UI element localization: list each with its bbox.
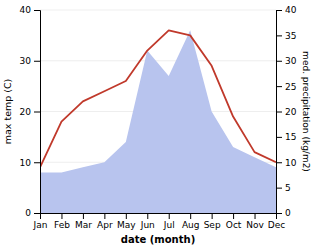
tick-label: 15 <box>285 132 296 142</box>
tick-label: Jul <box>163 220 175 230</box>
tick: 20 <box>276 107 297 117</box>
tick: 35 <box>276 31 296 41</box>
tick-mark <box>83 213 84 219</box>
tick-mark <box>34 10 40 11</box>
axis-line <box>34 11 41 214</box>
tick-label: 25 <box>285 82 296 92</box>
tick: 40 <box>20 5 40 15</box>
tick-mark <box>276 61 282 62</box>
y-axis-title: max temp (C) <box>2 79 13 145</box>
tick-label: 0 <box>285 208 291 218</box>
tick-mark <box>34 213 40 214</box>
tick-label: 35 <box>285 31 296 41</box>
tick: 40 <box>276 5 297 15</box>
tick-mark <box>34 162 40 163</box>
tick-mark <box>255 213 256 219</box>
tick-mark <box>276 137 282 138</box>
tick-mark <box>61 213 62 219</box>
grid-line <box>40 60 276 61</box>
tick: Feb <box>54 213 70 230</box>
tick: Dec <box>268 213 285 230</box>
tick-mark <box>126 213 127 219</box>
tick: Aug <box>182 213 200 230</box>
tick-mark <box>276 35 282 36</box>
y-axis: 0 10 20 30 40 <box>20 5 41 218</box>
tick-mark <box>169 213 170 219</box>
tick-mark <box>233 213 234 219</box>
tick-mark <box>276 112 282 113</box>
tick-label: Aug <box>182 220 200 230</box>
tick: 0 <box>25 208 40 218</box>
tick: Mar <box>75 213 92 230</box>
tick-label: Nov <box>246 220 264 230</box>
tick-label: 10 <box>285 158 297 168</box>
tick: 15 <box>276 132 296 142</box>
tick: Nov <box>246 213 264 230</box>
tick-label: Jan <box>33 220 48 230</box>
tick-mark <box>276 188 282 189</box>
tick-label: Dec <box>268 220 285 230</box>
axis-line <box>41 214 277 220</box>
axis-line <box>277 11 283 214</box>
tick-label: Mar <box>75 220 92 230</box>
tick-label: May <box>117 220 136 230</box>
plot: JanFebMarAprMayJunJulAugSepOctNovDec0102… <box>2 5 311 245</box>
grid-line <box>40 10 276 11</box>
tick-label: 40 <box>285 5 297 15</box>
grid <box>40 10 276 213</box>
tick-label: 20 <box>20 107 32 117</box>
tick: 30 <box>276 56 297 66</box>
tick: 5 <box>276 183 291 193</box>
tick: 20 <box>20 107 40 117</box>
tick-label: Jun <box>140 220 155 230</box>
tick: Jul <box>163 213 175 230</box>
area <box>40 30 276 213</box>
tick: Sep <box>204 213 221 230</box>
tick: 10 <box>276 158 297 168</box>
tick-mark <box>34 61 40 62</box>
tick: Jan <box>33 213 48 230</box>
tick-label: 0 <box>25 208 31 218</box>
chart: JanFebMarAprMayJunJulAugSepOctNovDec0102… <box>0 0 318 247</box>
tick-mark <box>190 213 191 219</box>
tick-label: Oct <box>226 220 242 230</box>
tick-label: 30 <box>285 56 297 66</box>
tick-mark <box>34 112 40 113</box>
y2-axis: 0 5 10 15 20 25 30 35 40 <box>276 5 297 218</box>
tick: Oct <box>226 213 242 230</box>
tick-label: 40 <box>20 5 32 15</box>
tick-mark <box>147 213 148 219</box>
tick: Apr <box>97 213 113 230</box>
tick: 0 <box>276 208 291 218</box>
tick-label: 10 <box>20 158 32 168</box>
x-axis-title: date (month) <box>121 234 195 245</box>
marks <box>40 30 276 213</box>
tick-label: 30 <box>20 56 32 66</box>
tick: 10 <box>20 158 40 168</box>
tick-mark <box>276 86 282 87</box>
tick: May <box>117 213 136 230</box>
y2-axis-title: med. precipitation (kg/m2) <box>301 51 311 172</box>
x-axis: Jan Feb Mar Apr May Jun Jul Aug Sep Oct Nov Dec <box>33 213 286 230</box>
tick: Jun <box>140 213 155 230</box>
tick-label: Sep <box>204 220 221 230</box>
tick-label: Feb <box>54 220 70 230</box>
tick: 25 <box>276 82 296 92</box>
tick-label: 5 <box>285 183 291 193</box>
tick-label: Apr <box>97 220 113 230</box>
tick: 30 <box>20 56 40 66</box>
tick-mark <box>212 213 213 219</box>
tick-label: 20 <box>285 107 297 117</box>
tick-mark <box>104 213 105 219</box>
tick-mark <box>276 10 282 11</box>
tick-mark <box>276 162 282 163</box>
tick-mark <box>276 213 282 214</box>
line <box>40 30 276 167</box>
